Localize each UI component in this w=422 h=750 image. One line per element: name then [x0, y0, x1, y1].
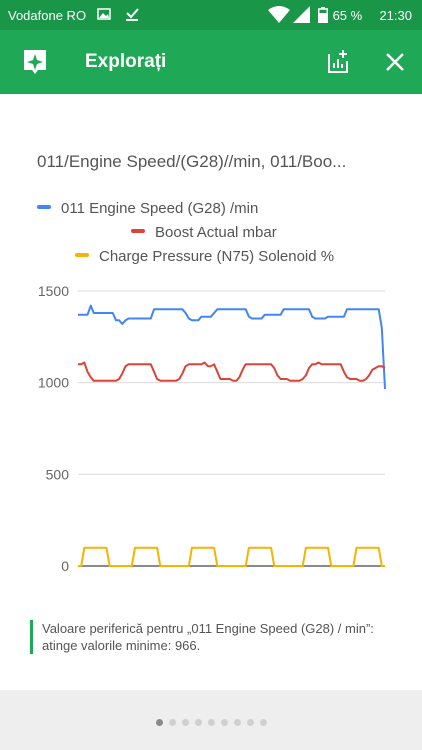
chart-title: 011/Engine Speed/(G28)//min, 011/Boo... — [37, 152, 347, 171]
series-line-0 — [78, 304, 386, 389]
pager-dot[interactable] — [181, 719, 189, 726]
pager-dot[interactable] — [246, 719, 254, 726]
pager-dots — [0, 713, 422, 731]
legend-swatch — [37, 205, 51, 210]
legend-item-charge-pressure: Charge Pressure (N75) Solenoid % — [75, 248, 334, 265]
line-chart: 0 500 1000 1500 — [38, 283, 386, 574]
y-tick-label: 1500 — [38, 283, 69, 299]
image-icon — [97, 8, 111, 20]
add-chart-icon[interactable] — [323, 47, 353, 77]
page-title: Explorați — [85, 51, 167, 72]
checkmark-download-icon — [126, 8, 139, 21]
chart-card: 011/Engine Speed/(G28)//min, 011/Boo... … — [0, 94, 422, 690]
pager-dot[interactable] — [233, 719, 241, 726]
pager-dot[interactable] — [207, 719, 215, 726]
y-tick-label: 0 — [61, 558, 69, 574]
pager-dot[interactable] — [168, 719, 176, 726]
insight-note: Valoare periferică pentru „011 Engine Sp… — [30, 620, 402, 654]
legend-label: 011 Engine Speed (G28) /min — [61, 200, 259, 217]
legend-label: Boost Actual mbar — [155, 224, 277, 241]
y-tick-label: 1000 — [38, 375, 69, 391]
pager-dot[interactable] — [259, 719, 267, 726]
series-line-2 — [78, 546, 385, 567]
legend-item-engine-speed: 011 Engine Speed (G28) /min — [37, 200, 258, 217]
signal-icon — [293, 6, 310, 23]
status-right: 65 % 21:30 — [333, 8, 412, 23]
series-line-1 — [78, 361, 386, 382]
legend-swatch — [75, 253, 89, 258]
status-bar: Vodafone RO 65 % 21:30 — [0, 0, 422, 30]
legend-item-boost: Boost Actual mbar — [131, 224, 277, 241]
legend-label: Charge Pressure (N75) Solenoid % — [99, 248, 335, 265]
pager-dot[interactable] — [155, 719, 163, 726]
pager-dot[interactable] — [220, 719, 228, 726]
clock: 21:30 — [379, 8, 412, 23]
legend-swatch — [131, 229, 145, 234]
explore-icon — [24, 50, 46, 74]
y-tick-label: 500 — [46, 466, 70, 482]
close-icon[interactable] — [380, 47, 410, 77]
pager-dot[interactable] — [194, 719, 202, 726]
wifi-icon — [268, 6, 290, 23]
battery-icon — [318, 7, 328, 23]
battery-percent: 65 % — [332, 8, 363, 23]
app-bar: Explorați — [0, 30, 422, 94]
carrier-name: Vodafone RO — [8, 8, 87, 23]
